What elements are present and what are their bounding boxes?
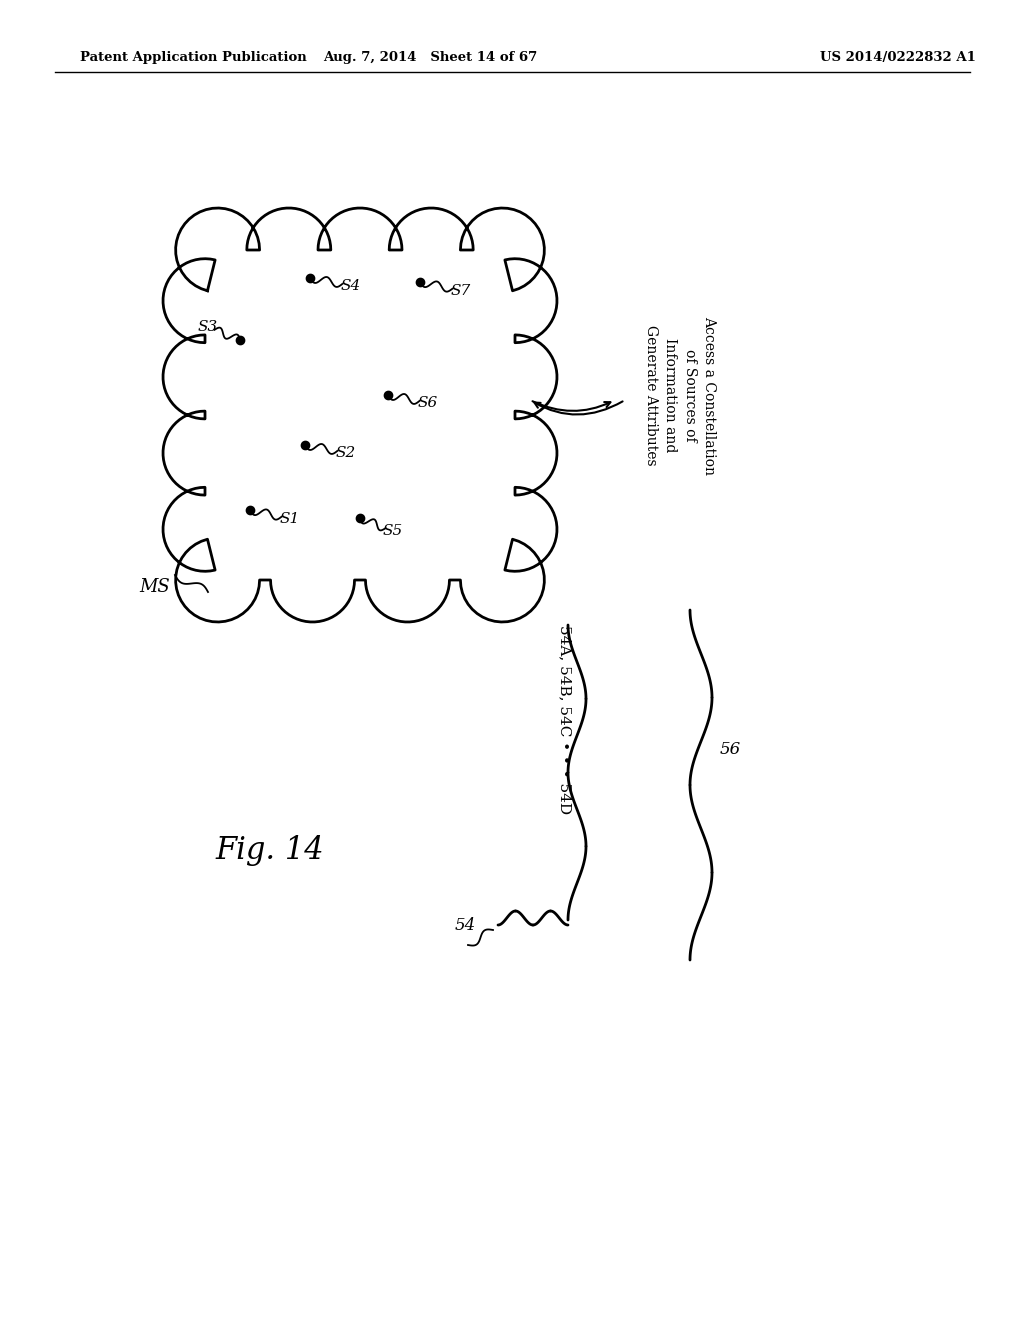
Text: 54A, 54B, 54C • • • 54D: 54A, 54B, 54C • • • 54D	[558, 626, 572, 814]
Text: S4: S4	[341, 279, 361, 293]
Text: Access a Constellation
of Sources of
Information and
Generate Attributes: Access a Constellation of Sources of Inf…	[644, 315, 716, 474]
Polygon shape	[163, 209, 557, 622]
Text: S7: S7	[451, 284, 471, 297]
Text: S5: S5	[382, 524, 402, 539]
Text: Aug. 7, 2014   Sheet 14 of 67: Aug. 7, 2014 Sheet 14 of 67	[323, 51, 538, 65]
Text: 56: 56	[720, 742, 740, 759]
Text: S6: S6	[418, 396, 438, 409]
Text: S1: S1	[280, 512, 300, 525]
Text: Patent Application Publication: Patent Application Publication	[80, 51, 307, 65]
Text: MS: MS	[139, 578, 170, 597]
Text: US 2014/0222832 A1: US 2014/0222832 A1	[820, 51, 976, 65]
Text: 54: 54	[455, 916, 475, 933]
Text: Fig. 14: Fig. 14	[216, 834, 325, 866]
Text: S3: S3	[198, 319, 218, 334]
Text: S2: S2	[336, 446, 356, 459]
